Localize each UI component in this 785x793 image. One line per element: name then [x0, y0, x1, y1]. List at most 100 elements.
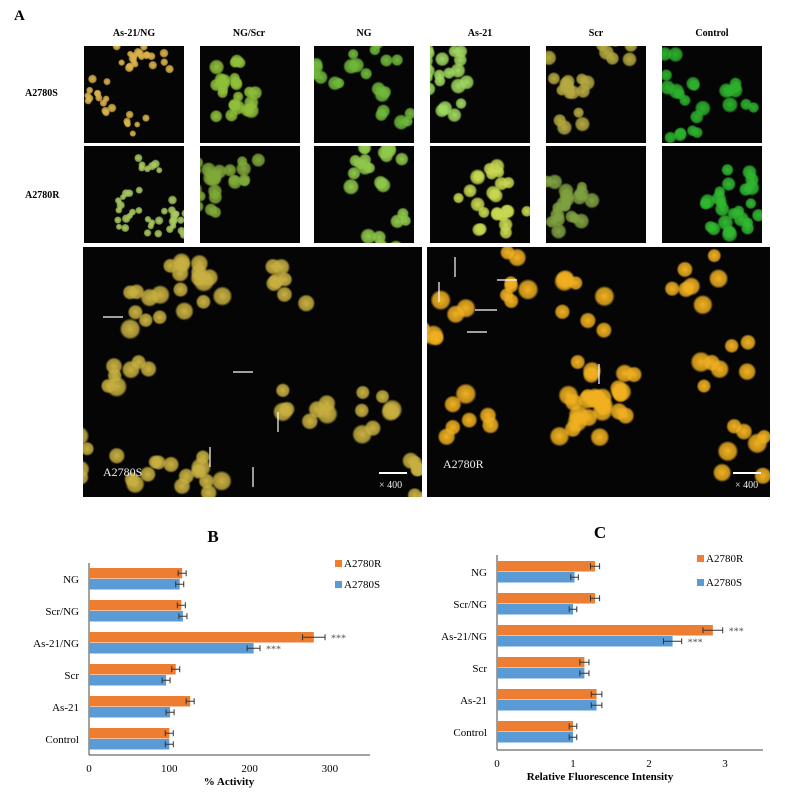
row-label: A2780S	[25, 88, 58, 99]
cell	[727, 207, 740, 220]
cell	[179, 230, 184, 240]
cell	[115, 223, 123, 231]
cell-image	[427, 247, 770, 485]
cell	[83, 426, 90, 446]
cell	[162, 456, 180, 473]
cell	[460, 411, 478, 429]
bar-A2780S	[497, 732, 573, 743]
cell	[342, 178, 360, 196]
cell	[443, 395, 462, 414]
micrograph-thumbnail	[84, 146, 184, 243]
cell	[164, 64, 175, 74]
cell	[129, 130, 137, 137]
cell	[569, 354, 586, 370]
cell	[474, 222, 488, 236]
micrograph-label: A2780R	[443, 457, 484, 471]
cell	[236, 155, 248, 167]
legend-swatch	[335, 581, 342, 588]
cell	[696, 378, 712, 394]
cell	[699, 197, 712, 211]
cell	[721, 163, 734, 177]
cell	[85, 94, 94, 103]
cell	[181, 209, 184, 218]
cell	[93, 89, 102, 98]
cell	[120, 223, 130, 233]
cell	[721, 176, 737, 192]
y-tick-label: Scr/NG	[453, 599, 487, 611]
cell	[407, 455, 422, 470]
cell	[160, 58, 169, 67]
cell	[250, 152, 266, 168]
cell	[742, 217, 754, 229]
cell	[390, 53, 404, 67]
bar-A2780S	[89, 707, 171, 718]
cell	[612, 387, 629, 403]
cell	[706, 221, 721, 236]
cell	[174, 301, 194, 321]
cell	[455, 298, 476, 319]
cell	[664, 280, 681, 297]
cell	[190, 463, 207, 480]
cell-image	[314, 46, 414, 131]
cell	[692, 294, 713, 315]
cell	[479, 406, 497, 425]
cell	[746, 432, 768, 454]
cell	[396, 207, 410, 220]
cell	[119, 318, 141, 340]
cell	[753, 466, 770, 485]
micrograph-thumbnail	[314, 146, 414, 243]
micrograph-thumbnail	[430, 146, 530, 243]
micrograph-thumbnail	[200, 46, 300, 143]
cell	[195, 294, 212, 310]
cell	[664, 131, 677, 143]
cell	[623, 46, 638, 53]
bar-A2780S	[89, 675, 167, 686]
cell	[125, 188, 134, 198]
cell	[357, 146, 372, 155]
cell	[503, 278, 519, 294]
cell	[128, 53, 138, 64]
micrograph-a2780s-large: A2780S × 400	[83, 247, 422, 497]
cell	[469, 196, 486, 213]
cell	[234, 56, 247, 69]
cell	[689, 109, 704, 125]
cell	[404, 107, 414, 120]
bar-A2780S	[89, 643, 254, 654]
legend-swatch	[697, 579, 704, 586]
cell-image	[546, 173, 601, 240]
legend-label: A2780S	[344, 579, 380, 591]
cell	[200, 183, 203, 196]
cell	[155, 166, 163, 174]
cell	[83, 441, 95, 456]
bar-A2780R	[497, 625, 713, 636]
cell	[593, 285, 615, 307]
cell	[572, 106, 585, 119]
cell	[135, 206, 143, 215]
cell	[134, 153, 143, 163]
cell	[427, 324, 445, 347]
cell	[458, 74, 475, 90]
cell	[83, 469, 90, 485]
cell	[685, 76, 701, 91]
cell	[575, 72, 589, 86]
cell	[148, 60, 158, 70]
cell	[139, 466, 157, 483]
bar-A2780R	[497, 721, 573, 732]
cell	[739, 334, 757, 351]
x-axis-label: Relative Fluorescence Intensity	[527, 771, 674, 783]
row-label: A2780R	[25, 190, 60, 201]
cell	[135, 49, 145, 59]
cell	[103, 77, 111, 86]
cell	[517, 278, 539, 301]
cell	[375, 389, 390, 404]
cell	[297, 294, 316, 313]
cell	[154, 215, 164, 226]
cell-image	[662, 46, 760, 143]
cell	[159, 48, 169, 58]
cell	[160, 207, 169, 215]
cell	[376, 103, 391, 119]
cell-image	[208, 53, 263, 123]
column-label: Scr	[588, 28, 604, 39]
cell	[227, 99, 240, 111]
